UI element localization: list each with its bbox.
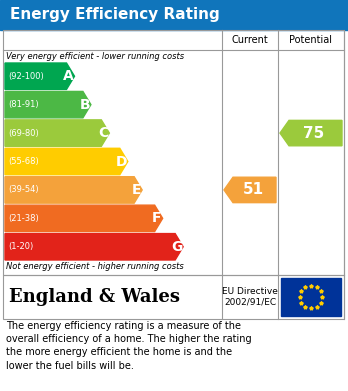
- Text: G: G: [172, 240, 183, 254]
- Bar: [0, 0, 348, 30]
- Polygon shape: [280, 120, 342, 146]
- Polygon shape: [5, 63, 74, 90]
- Polygon shape: [5, 120, 109, 146]
- Polygon shape: [5, 148, 128, 175]
- Text: F: F: [152, 212, 161, 225]
- Text: Energy Efficiency Rating: Energy Efficiency Rating: [10, 7, 220, 23]
- Text: 75: 75: [303, 126, 325, 141]
- Text: (92-100): (92-100): [8, 72, 44, 81]
- Text: England & Wales: England & Wales: [9, 288, 180, 306]
- Text: E: E: [132, 183, 141, 197]
- Text: Potential: Potential: [290, 35, 332, 45]
- Text: D: D: [116, 154, 128, 169]
- Text: (1-20): (1-20): [8, 242, 33, 251]
- Text: EU Directive: EU Directive: [222, 287, 278, 296]
- Polygon shape: [224, 177, 276, 203]
- Text: (39-54): (39-54): [8, 185, 39, 194]
- Text: Very energy efficient - lower running costs: Very energy efficient - lower running co…: [6, 52, 184, 61]
- Bar: [281, 278, 341, 316]
- Polygon shape: [5, 177, 142, 203]
- Text: Current: Current: [232, 35, 268, 45]
- Text: (55-68): (55-68): [8, 157, 39, 166]
- Text: The energy efficiency rating is a measure of the
overall efficiency of a home. T: The energy efficiency rating is a measur…: [6, 321, 252, 371]
- Text: (81-91): (81-91): [8, 100, 39, 109]
- Text: B: B: [80, 98, 90, 112]
- Text: A: A: [63, 69, 74, 83]
- Text: 51: 51: [243, 183, 263, 197]
- Bar: [3, 275, 344, 319]
- Text: Not energy efficient - higher running costs: Not energy efficient - higher running co…: [6, 262, 184, 271]
- Polygon shape: [5, 91, 91, 118]
- Bar: [3, 30, 344, 275]
- Text: (69-80): (69-80): [8, 129, 39, 138]
- Polygon shape: [5, 205, 163, 231]
- Polygon shape: [5, 233, 183, 260]
- Text: 2002/91/EC: 2002/91/EC: [224, 298, 276, 307]
- Text: C: C: [98, 126, 109, 140]
- Text: (21-38): (21-38): [8, 214, 39, 223]
